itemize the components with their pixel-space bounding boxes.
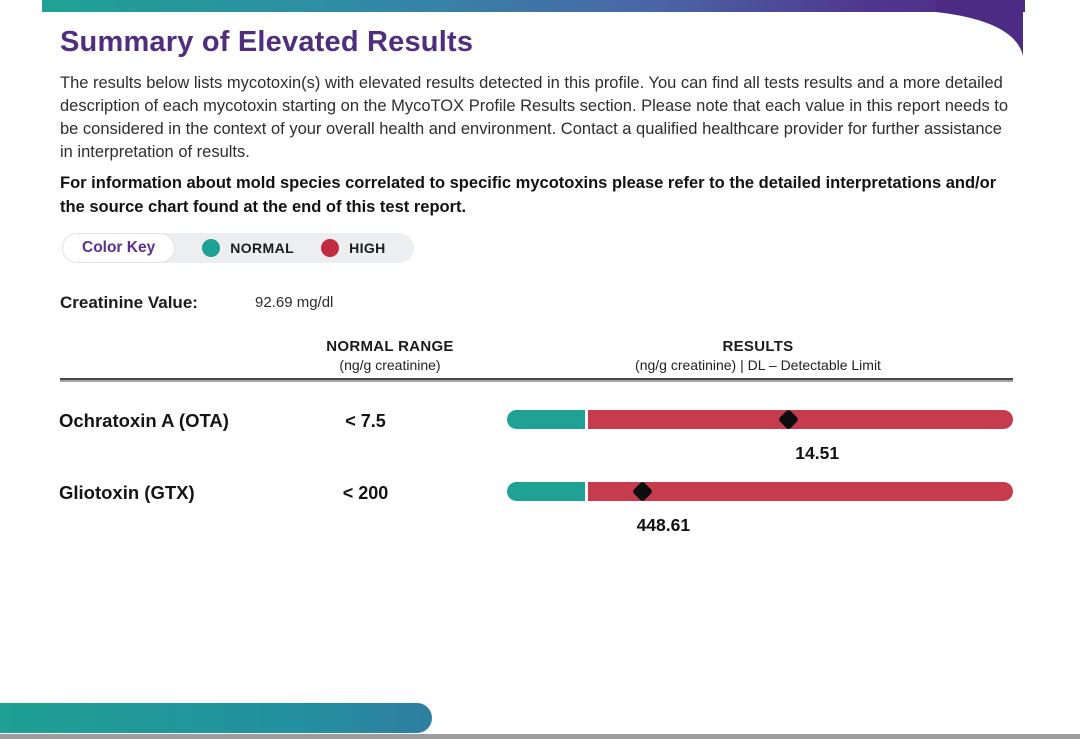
toxin-normal-range: < 7.5: [345, 411, 386, 431]
creatinine-value: 92.69 mg/dl: [255, 294, 334, 311]
footer-gradient-bar: [0, 703, 432, 733]
page-title: Summary of Elevated Results: [60, 26, 474, 58]
toxin-name: Ochratoxin A (OTA): [59, 410, 229, 431]
result-value: 448.61: [636, 515, 691, 535]
header-gradient-bar: [42, 0, 1025, 12]
legend-high-label: HIGH: [349, 240, 386, 256]
intro-paragraph: The results below lists mycotoxin(s) wit…: [60, 74, 1009, 161]
creatinine-label: Creatinine Value:: [60, 293, 198, 312]
normal-range-segment: [507, 410, 586, 429]
column-header-results: RESULTS (ng/g creatinine) | DL – Detecta…: [525, 338, 991, 373]
normal-range-segment: [507, 482, 586, 501]
legend-normal-label: NORMAL: [230, 240, 295, 256]
table-row: Ochratoxin A (OTA) < 7.5 14.51: [0, 404, 1080, 474]
table-header-divider: [60, 378, 1013, 382]
result-bar: 448.61: [507, 480, 1013, 535]
normal-range-header: NORMAL RANGE: [326, 338, 454, 355]
legend-item-high: HIGH: [321, 239, 386, 257]
normal-dot-icon: [202, 239, 221, 257]
high-range-segment: [587, 410, 1013, 429]
results-header: RESULTS: [722, 338, 794, 355]
legend-item-normal: NORMAL: [202, 239, 294, 257]
color-key: Color Key NORMAL HIGH: [62, 233, 414, 263]
mold-species-note: For information about mold species corre…: [60, 174, 997, 216]
table-row: Gliotoxin (GTX) < 200 448.61: [0, 476, 1080, 546]
color-key-label: Color Key: [62, 233, 176, 263]
high-range-segment: [587, 482, 1013, 501]
result-value: 14.51: [795, 443, 840, 463]
high-dot-icon: [321, 239, 340, 257]
column-header-normal-range: NORMAL RANGE (ng/g creatinine): [285, 338, 495, 373]
result-bar: 14.51: [507, 408, 1013, 463]
results-units: (ng/g creatinine) | DL – Detectable Limi…: [635, 357, 881, 373]
normal-range-units: (ng/g creatinine): [339, 357, 441, 373]
toxin-name: Gliotoxin (GTX): [59, 482, 195, 503]
toxin-normal-range: < 200: [342, 483, 389, 503]
page-bottom-edge: [0, 734, 1080, 739]
header-corner-swoosh: [936, 0, 1023, 56]
